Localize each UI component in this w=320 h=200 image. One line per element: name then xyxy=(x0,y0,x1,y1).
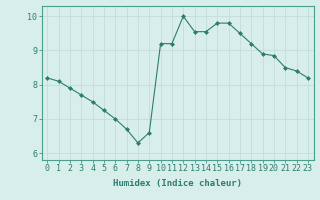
X-axis label: Humidex (Indice chaleur): Humidex (Indice chaleur) xyxy=(113,179,242,188)
